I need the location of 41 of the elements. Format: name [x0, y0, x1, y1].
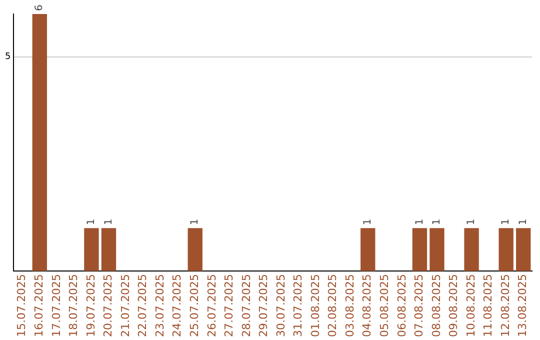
data-label: 1: [518, 218, 529, 226]
x-tick-label: 06.08.2025: [395, 274, 408, 338]
x-tick-label: 28.07.2025: [240, 274, 253, 338]
x-tick-label: 24.07.2025: [170, 274, 184, 338]
x-tick-label: 11.08.2025: [482, 274, 495, 338]
x-tick-label: 21.07.2025: [118, 274, 132, 338]
x-tick-label: 03.08.2025: [343, 274, 356, 338]
data-label: 1: [86, 218, 98, 226]
data-label: 1: [103, 218, 114, 226]
x-tick-label: 07.08.2025: [412, 274, 426, 338]
x-tick-label: 27.07.2025: [222, 274, 236, 338]
x-tick-label: 04.08.2025: [360, 274, 374, 338]
data-label: 1: [500, 218, 512, 226]
data-label: 6: [34, 4, 46, 11]
x-tick-label: 12.08.2025: [498, 274, 512, 338]
x-tick-label: 25.07.2025: [188, 274, 201, 338]
x-tick-label: 31.07.2025: [292, 274, 305, 338]
data-label: 1: [190, 218, 201, 226]
x-tick-label: 26.07.2025: [205, 274, 218, 338]
x-tick-label: 22.07.2025: [136, 274, 150, 338]
x-tick-label: 02.08.2025: [326, 274, 340, 338]
x-tick-label: 19.07.2025: [84, 274, 98, 338]
data-label: 1: [414, 218, 426, 226]
data-label: 1: [432, 218, 443, 226]
x-tick-label: 30.07.2025: [274, 274, 288, 338]
x-tick-label: 09.08.2025: [447, 274, 460, 338]
x-tick-label: 16.07.2025: [32, 274, 46, 338]
x-tick-label: 29.07.2025: [257, 274, 270, 338]
x-tick-label: 05.08.2025: [378, 274, 392, 338]
data-label: 1: [362, 218, 374, 226]
x-tick-label: 08.08.2025: [430, 274, 443, 338]
x-tick-label: 23.07.2025: [153, 274, 166, 338]
x-tick-label: 15.07.2025: [15, 274, 28, 338]
x-tick-label: 18.07.2025: [67, 274, 80, 338]
data-label: 1: [466, 218, 478, 226]
y-tick-label: 5: [4, 52, 11, 62]
x-tick-label: 10.08.2025: [464, 274, 478, 338]
x-tick-label: 20.07.2025: [102, 274, 115, 338]
x-tick-label: 01.08.2025: [308, 274, 322, 338]
x-tick-label: 13.08.2025: [516, 274, 530, 338]
x-tick-label: 17.07.2025: [50, 274, 63, 338]
